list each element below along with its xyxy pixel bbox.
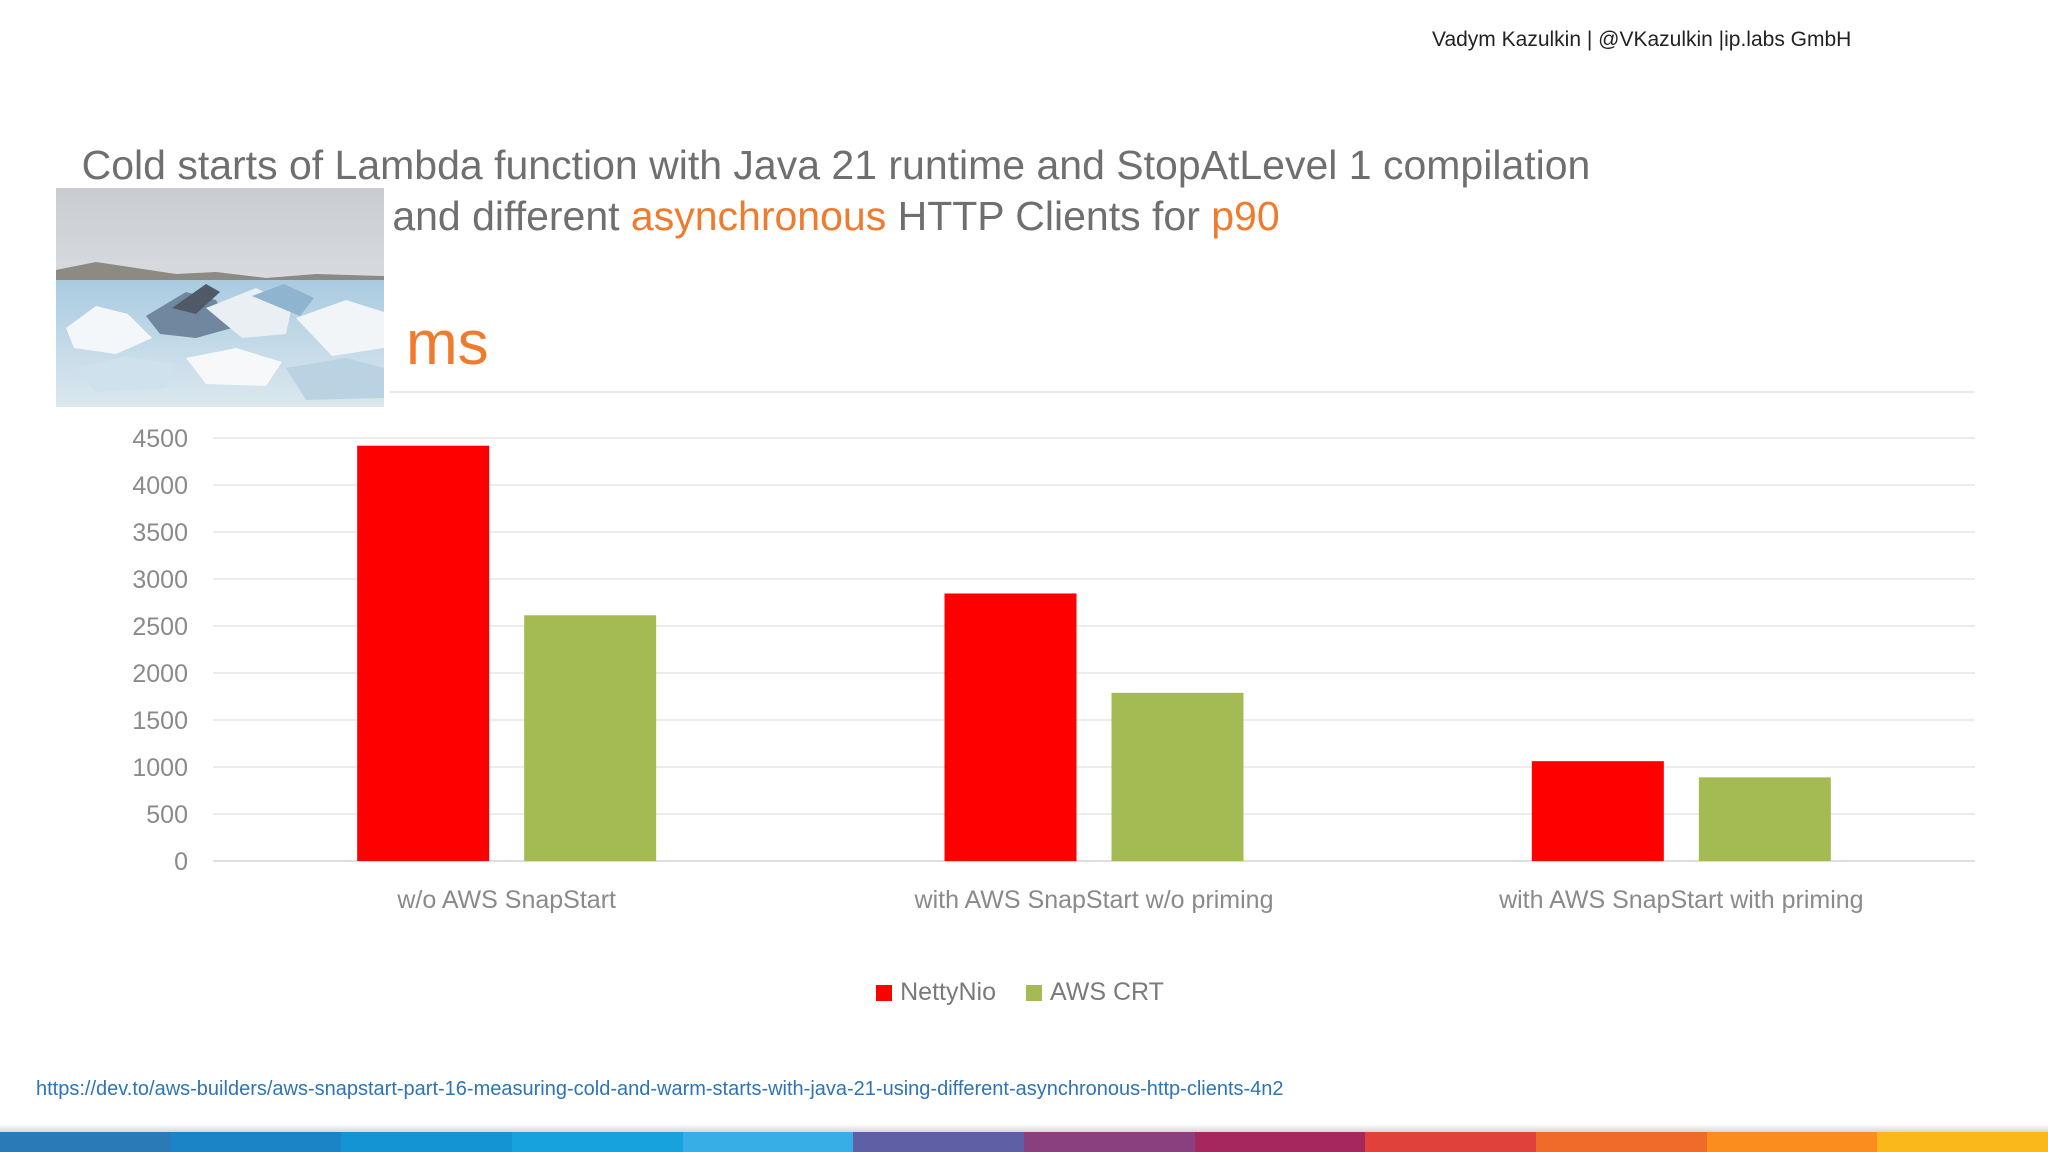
title-text-a: and different bbox=[392, 193, 631, 239]
x-axis-labels: w/o AWS SnapStart with AWS SnapStart w/o … bbox=[396, 886, 1863, 914]
bars bbox=[357, 445, 1831, 861]
title-line-1: Cold starts of Lambda function with Java… bbox=[81, 142, 1591, 188]
stripe-segment-7 bbox=[1194, 1132, 1366, 1152]
title-text-b: HTTP Clients for bbox=[886, 193, 1212, 239]
x-category-label-2: with AWS SnapStart with priming bbox=[1498, 886, 1864, 914]
title-highlight-asynchronous: asynchronous bbox=[630, 193, 887, 239]
slide-title: Cold starts of Lambda function with Java… bbox=[0, 140, 1672, 242]
stripe-segment-3 bbox=[512, 1132, 683, 1152]
y-tick-label-3000: 3000 bbox=[132, 566, 188, 594]
source-link[interactable]: https://dev.to/aws-builders/aws-snapstar… bbox=[36, 1078, 1284, 1100]
y-tick-label-500: 500 bbox=[146, 801, 188, 829]
bar-aws-crt-1 bbox=[1111, 692, 1244, 861]
stripe-segment-8 bbox=[1365, 1132, 1537, 1152]
legend-swatch-aws-crt bbox=[1025, 984, 1042, 1001]
stripe-segment-10 bbox=[1706, 1132, 1878, 1152]
glacier-photo bbox=[56, 188, 384, 407]
bar-nettynio-1 bbox=[944, 593, 1077, 861]
footer-color-stripe bbox=[0, 1132, 2048, 1152]
legend-item-nettynio: NettyNio bbox=[876, 978, 996, 1007]
y-tick-label-1000: 1000 bbox=[132, 754, 188, 782]
stripe-segment-6 bbox=[1024, 1132, 1195, 1152]
x-category-label-1: with AWS SnapStart w/o priming bbox=[914, 886, 1274, 914]
footer-shadow bbox=[0, 1124, 2048, 1132]
bar-nettynio-2 bbox=[1531, 761, 1664, 861]
legend-label-aws-crt: AWS CRT bbox=[1049, 978, 1164, 1006]
y-tick-label-2000: 2000 bbox=[132, 660, 188, 688]
bar-nettynio-0 bbox=[357, 445, 490, 861]
stripe-segment-2 bbox=[341, 1132, 513, 1152]
y-tick-label-4500: 4500 bbox=[132, 425, 188, 453]
y-tick-label-2500: 2500 bbox=[132, 613, 188, 641]
bar-aws-crt-0 bbox=[524, 615, 657, 861]
title-highlight-p90: p90 bbox=[1211, 193, 1280, 239]
chart-legend: NettyNio AWS CRT bbox=[0, 978, 2044, 1007]
y-axis-ticks: 0 500 1000 1500 2000 2500 3000 3500 4000 4500 bbox=[132, 425, 188, 876]
y-tick-label-3500: 3500 bbox=[132, 519, 188, 547]
author-line: Vadym Kazulkin | @VKazulkin |ip.labs Gmb… bbox=[1432, 28, 1852, 51]
legend-item-aws-crt: AWS CRT bbox=[1025, 978, 1164, 1007]
stripe-segment-4 bbox=[682, 1132, 854, 1152]
stripe-segment-0 bbox=[0, 1132, 171, 1152]
legend-label-nettynio: NettyNio bbox=[900, 978, 996, 1006]
stripe-segment-11 bbox=[1877, 1132, 2048, 1152]
stripe-segment-5 bbox=[853, 1132, 1025, 1152]
stripe-segment-1 bbox=[170, 1132, 342, 1152]
title-line-2: and different asynchronous HTTP Clients … bbox=[0, 191, 1672, 242]
y-tick-label-0: 0 bbox=[174, 848, 188, 876]
grid-lines bbox=[213, 391, 1975, 862]
x-category-label-0: w/o AWS SnapStart bbox=[396, 886, 616, 914]
bar-chart: 0 500 1000 1500 2000 2500 3000 3500 4000 4500 w/o… bbox=[132, 391, 1975, 914]
y-tick-label-1500: 1500 bbox=[132, 707, 188, 735]
y-tick-label-4000: 4000 bbox=[132, 472, 188, 500]
unit-label: ms bbox=[406, 309, 489, 378]
legend-swatch-nettynio bbox=[876, 984, 893, 1001]
bar-aws-crt-2 bbox=[1698, 777, 1831, 861]
stripe-segment-9 bbox=[1536, 1132, 1707, 1152]
